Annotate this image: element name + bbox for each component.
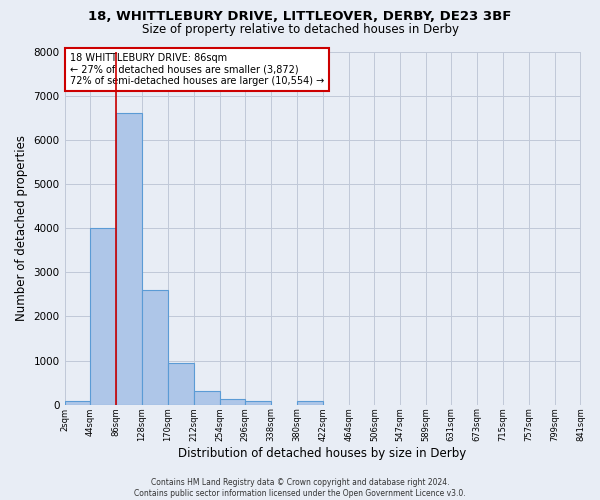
Text: 18 WHITTLEBURY DRIVE: 86sqm
← 27% of detached houses are smaller (3,872)
72% of : 18 WHITTLEBURY DRIVE: 86sqm ← 27% of det…	[70, 54, 324, 86]
Bar	[245, 401, 271, 404]
X-axis label: Distribution of detached houses by size in Derby: Distribution of detached houses by size …	[178, 447, 467, 460]
Text: Size of property relative to detached houses in Derby: Size of property relative to detached ho…	[142, 22, 458, 36]
Bar	[116, 114, 142, 405]
Y-axis label: Number of detached properties: Number of detached properties	[15, 135, 28, 321]
Bar	[220, 400, 245, 404]
Bar	[194, 390, 220, 404]
Bar	[65, 402, 91, 404]
Bar	[297, 402, 323, 404]
Text: 18, WHITTLEBURY DRIVE, LITTLEOVER, DERBY, DE23 3BF: 18, WHITTLEBURY DRIVE, LITTLEOVER, DERBY…	[88, 10, 512, 23]
Text: Contains HM Land Registry data © Crown copyright and database right 2024.
Contai: Contains HM Land Registry data © Crown c…	[134, 478, 466, 498]
Bar	[91, 228, 116, 404]
Bar	[168, 362, 194, 405]
Bar	[142, 290, 168, 405]
